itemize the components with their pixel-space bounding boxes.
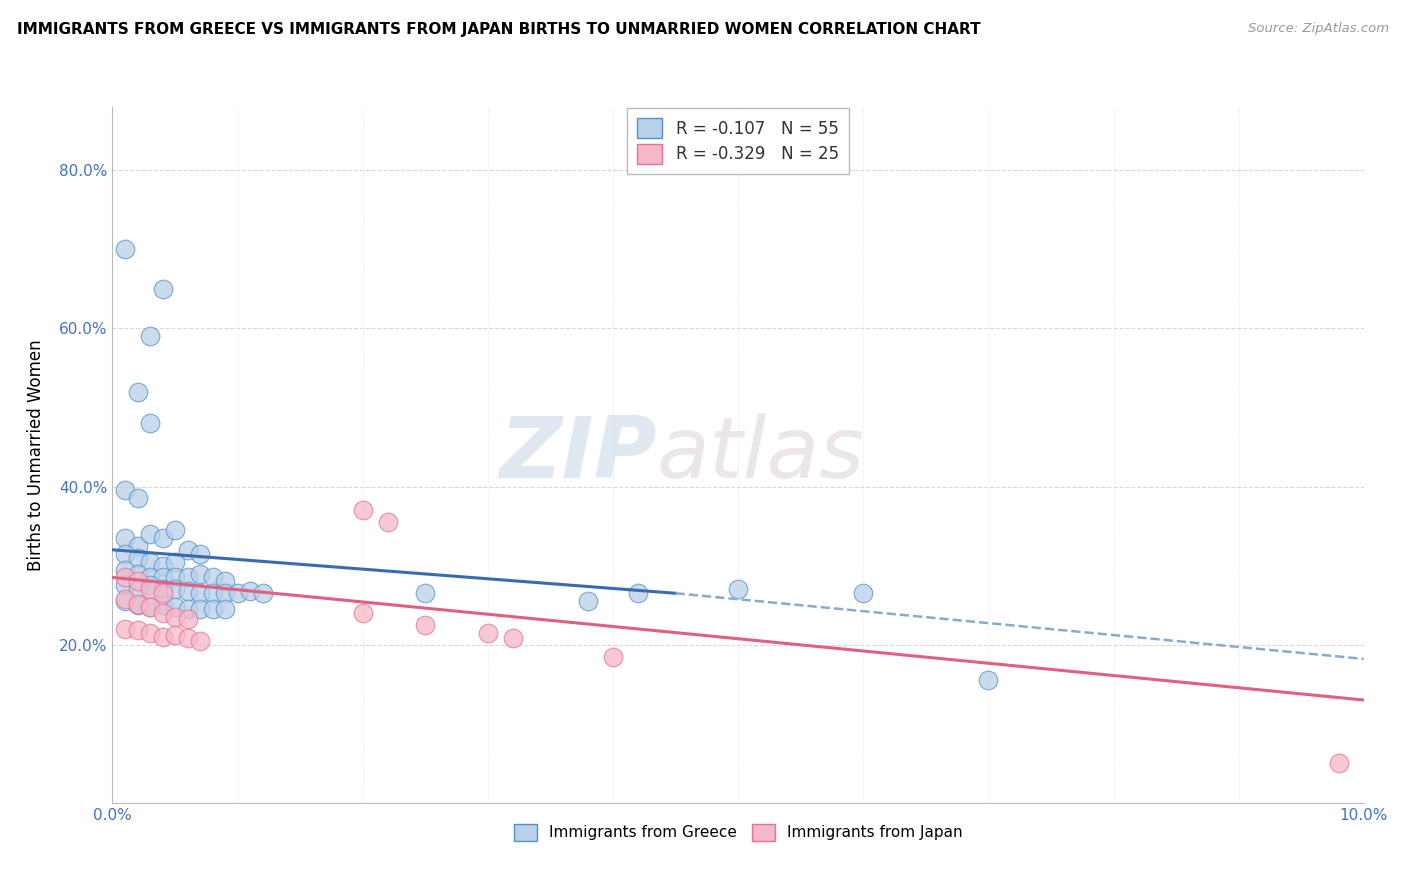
Point (114, 531, 136, 545)
Point (114, 563, 136, 577)
Point (127, 550, 149, 565)
Y-axis label: Births to Unmarried Women: Births to Unmarried Women (27, 339, 45, 571)
Text: IMMIGRANTS FROM GREECE VS IMMIGRANTS FROM JAPAN BIRTHS TO UNMARRIED WOMEN CORREL: IMMIGRANTS FROM GREECE VS IMMIGRANTS FRO… (17, 22, 980, 37)
Point (188, 602, 211, 616)
Point (114, 594, 136, 608)
Point (188, 566, 211, 581)
Point (139, 329, 162, 343)
Point (127, 384, 149, 399)
Point (477, 625, 499, 640)
Point (576, 594, 599, 608)
Point (201, 586, 224, 600)
Point (152, 586, 174, 600)
Point (139, 570, 162, 584)
Point (214, 586, 236, 600)
Point (226, 586, 249, 600)
Point (152, 582, 174, 597)
Point (127, 597, 149, 611)
Legend: Immigrants from Greece, Immigrants from Japan: Immigrants from Greece, Immigrants from … (508, 817, 969, 847)
Point (152, 630, 174, 644)
Point (239, 583, 262, 598)
Point (114, 483, 136, 498)
Point (139, 578, 162, 592)
Point (152, 570, 174, 584)
Point (163, 582, 186, 597)
Point (114, 547, 136, 561)
Point (377, 515, 399, 529)
Point (727, 582, 749, 597)
Point (163, 610, 186, 624)
Point (352, 503, 374, 517)
Point (152, 598, 174, 612)
Point (127, 566, 149, 581)
Point (127, 624, 149, 638)
Point (127, 598, 149, 612)
Point (163, 599, 186, 614)
Point (176, 612, 198, 626)
Point (127, 539, 149, 553)
Point (977, 673, 1000, 688)
Point (176, 542, 198, 557)
Point (114, 570, 136, 584)
Point (252, 586, 274, 600)
Point (127, 574, 149, 589)
Text: ZIP: ZIP (499, 413, 657, 497)
Point (114, 243, 136, 257)
Point (139, 625, 162, 640)
Point (176, 602, 198, 616)
Point (214, 574, 236, 589)
Point (176, 570, 198, 584)
Point (139, 527, 162, 541)
Point (152, 531, 174, 545)
Point (163, 570, 186, 584)
Point (415, 618, 437, 632)
Point (214, 602, 236, 616)
Point (152, 282, 174, 296)
Point (176, 632, 198, 646)
Point (163, 555, 186, 569)
Point (415, 586, 437, 600)
Text: atlas: atlas (657, 413, 865, 497)
Point (152, 606, 174, 620)
Text: Source: ZipAtlas.com: Source: ZipAtlas.com (1249, 22, 1389, 36)
Point (127, 491, 149, 506)
Point (502, 632, 524, 646)
Point (352, 606, 374, 620)
Point (114, 622, 136, 636)
Point (201, 570, 224, 584)
Point (163, 523, 186, 537)
Point (852, 586, 875, 600)
Point (201, 602, 224, 616)
Point (188, 633, 211, 648)
Point (139, 417, 162, 431)
Point (139, 582, 162, 597)
Point (127, 582, 149, 597)
Point (139, 555, 162, 569)
Point (627, 586, 650, 600)
Point (602, 649, 624, 664)
Point (188, 547, 211, 561)
Point (139, 599, 162, 614)
Point (139, 599, 162, 614)
Point (188, 586, 211, 600)
Point (152, 558, 174, 573)
Point (114, 578, 136, 592)
Point (1327, 756, 1350, 771)
Point (163, 628, 186, 642)
Point (176, 583, 198, 598)
Point (114, 591, 136, 606)
